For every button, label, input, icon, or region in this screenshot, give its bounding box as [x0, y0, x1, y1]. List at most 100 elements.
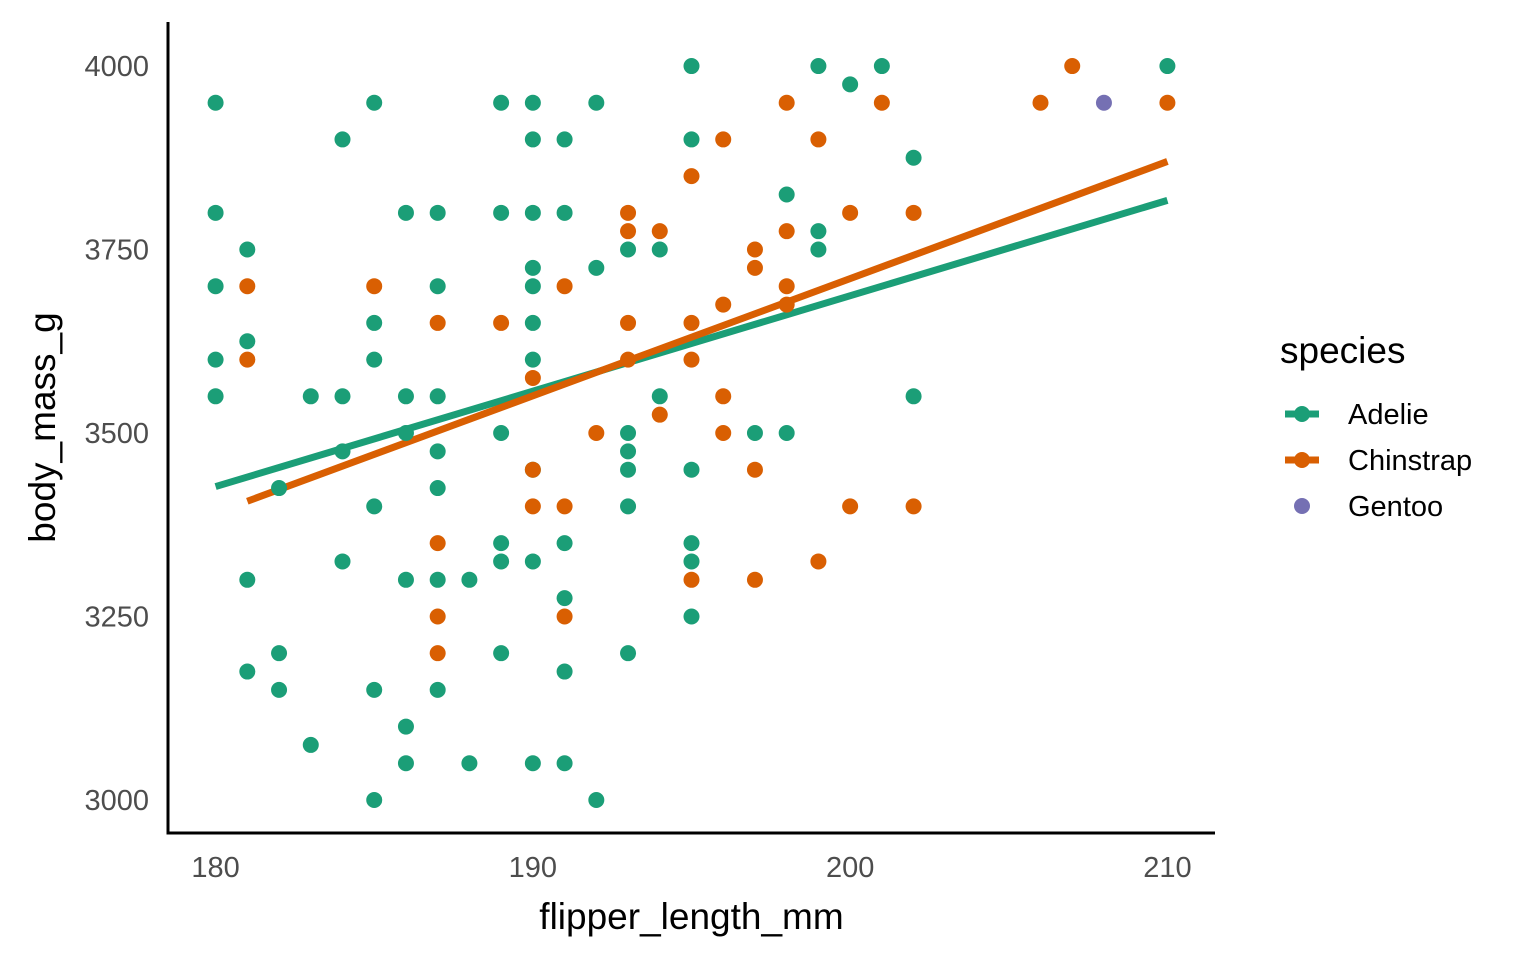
data-point-adelie — [493, 535, 510, 552]
data-point-adelie — [524, 204, 541, 221]
data-point-chinstrap — [746, 461, 763, 478]
data-point-adelie — [905, 388, 922, 405]
data-point-adelie — [524, 314, 541, 331]
data-point-chinstrap — [524, 369, 541, 386]
data-point-adelie — [524, 351, 541, 368]
data-point-chinstrap — [715, 296, 732, 313]
data-point-adelie — [207, 204, 224, 221]
data-point-adelie — [620, 443, 637, 460]
data-point-adelie — [524, 259, 541, 276]
data-point-chinstrap — [429, 314, 446, 331]
data-point-adelie — [397, 571, 414, 588]
data-point-adelie — [429, 388, 446, 405]
data-point-adelie — [683, 461, 700, 478]
x-tick-label: 190 — [509, 852, 557, 884]
legend-label-adelie: Adelie — [1348, 399, 1429, 431]
data-point-chinstrap — [842, 204, 859, 221]
data-point-chinstrap — [746, 259, 763, 276]
data-point-chinstrap — [556, 608, 573, 625]
data-point-adelie — [239, 333, 256, 350]
data-point-adelie — [366, 498, 383, 515]
x-tick-label: 200 — [826, 852, 874, 884]
data-point-adelie — [429, 278, 446, 295]
legend-key-point-adelie — [1294, 406, 1310, 422]
data-point-adelie — [620, 498, 637, 515]
legend-key-point-chinstrap — [1294, 452, 1310, 468]
legend-label-gentoo: Gentoo — [1348, 491, 1443, 523]
data-point-chinstrap — [778, 223, 795, 240]
fit-line-adelie — [214, 196, 1169, 490]
data-point-adelie — [207, 278, 224, 295]
data-point-chinstrap — [778, 94, 795, 111]
data-point-chinstrap — [1159, 94, 1176, 111]
data-point-adelie — [746, 425, 763, 442]
data-point-chinstrap — [778, 296, 795, 313]
x-tick-label: 210 — [1143, 852, 1191, 884]
data-point-chinstrap — [588, 425, 605, 442]
data-point-adelie — [556, 755, 573, 772]
data-point-chinstrap — [842, 498, 859, 515]
data-point-adelie — [366, 681, 383, 698]
data-point-adelie — [239, 241, 256, 258]
data-point-chinstrap — [683, 168, 700, 185]
data-point-adelie — [397, 755, 414, 772]
data-point-adelie — [620, 241, 637, 258]
data-point-adelie — [810, 223, 827, 240]
data-point-adelie — [493, 425, 510, 442]
data-point-adelie — [905, 149, 922, 166]
data-point-chinstrap — [651, 406, 668, 423]
data-point-adelie — [556, 535, 573, 552]
data-point-chinstrap — [873, 94, 890, 111]
axes: 180 190 200 210 3000 3250 3500 3750 4000 — [84, 22, 1215, 884]
data-point-adelie — [366, 351, 383, 368]
data-point-adelie — [429, 480, 446, 497]
data-point-adelie — [397, 718, 414, 735]
plot-area — [207, 58, 1176, 808]
data-point-chinstrap — [239, 351, 256, 368]
data-point-adelie — [302, 736, 319, 753]
data-point-adelie — [556, 590, 573, 607]
data-point-chinstrap — [239, 278, 256, 295]
data-point-adelie — [493, 204, 510, 221]
y-tick-label: 3250 — [84, 601, 149, 633]
data-point-adelie — [397, 425, 414, 442]
data-point-chinstrap — [810, 553, 827, 570]
data-point-adelie — [842, 76, 859, 93]
y-tick-label: 4000 — [84, 51, 149, 83]
data-point-adelie — [207, 351, 224, 368]
data-point-adelie — [873, 58, 890, 75]
data-point-adelie — [493, 553, 510, 570]
x-axis-ticks: 180 190 200 210 — [191, 852, 1191, 884]
data-point-adelie — [683, 535, 700, 552]
data-point-adelie — [1159, 58, 1176, 75]
data-point-chinstrap — [683, 571, 700, 588]
legend-label-chinstrap: Chinstrap — [1348, 445, 1472, 477]
data-point-chinstrap — [429, 645, 446, 662]
data-point-adelie — [524, 755, 541, 772]
data-point-adelie — [524, 131, 541, 148]
data-point-chinstrap — [493, 314, 510, 331]
data-point-chinstrap — [810, 131, 827, 148]
data-point-adelie — [366, 94, 383, 111]
data-point-adelie — [207, 94, 224, 111]
data-point-gentoo — [1095, 94, 1112, 111]
y-axis-title: body_mass_g — [22, 312, 63, 542]
data-point-adelie — [778, 425, 795, 442]
data-point-adelie — [556, 663, 573, 680]
data-point-adelie — [366, 791, 383, 808]
data-point-adelie — [810, 241, 827, 258]
data-point-adelie — [271, 645, 288, 662]
data-point-chinstrap — [429, 608, 446, 625]
data-point-chinstrap — [651, 223, 668, 240]
data-point-chinstrap — [366, 278, 383, 295]
data-point-chinstrap — [556, 498, 573, 515]
data-point-chinstrap — [715, 388, 732, 405]
data-point-adelie — [397, 388, 414, 405]
data-point-adelie — [334, 131, 351, 148]
data-point-adelie — [334, 443, 351, 460]
data-point-adelie — [461, 571, 478, 588]
data-point-adelie — [429, 443, 446, 460]
data-point-chinstrap — [746, 571, 763, 588]
data-point-adelie — [397, 204, 414, 221]
data-point-chinstrap — [1064, 58, 1081, 75]
